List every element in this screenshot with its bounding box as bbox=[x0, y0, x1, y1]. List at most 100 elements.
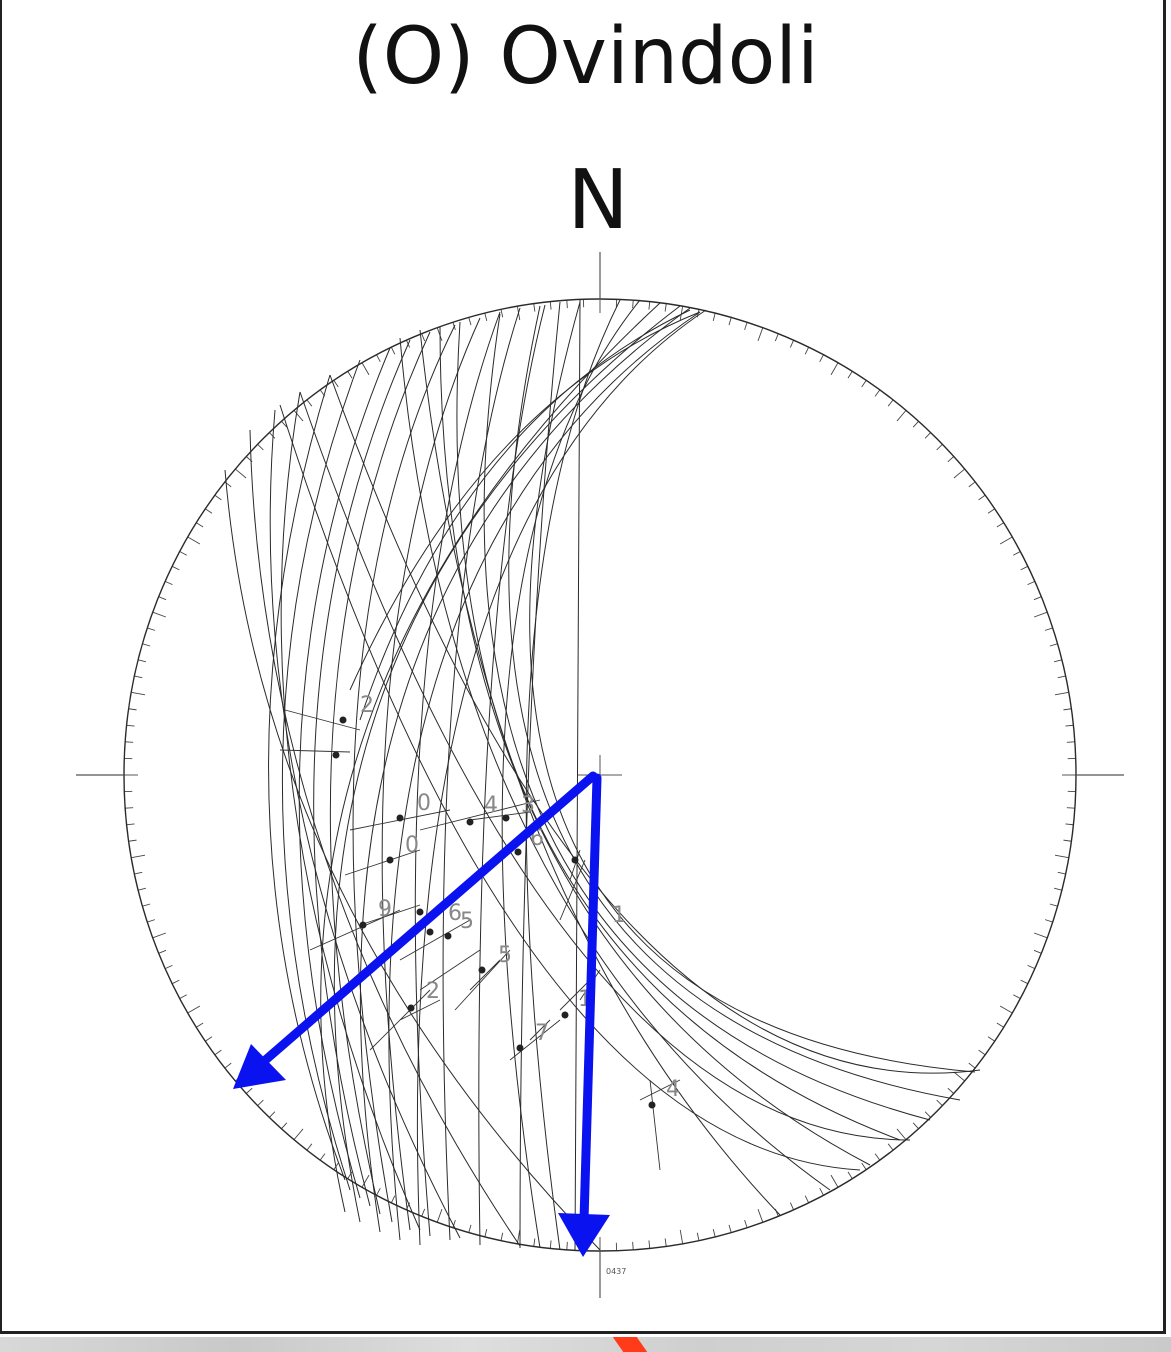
degree-tick bbox=[125, 807, 134, 809]
degree-tick bbox=[436, 1208, 443, 1223]
pole-point bbox=[502, 814, 510, 822]
degree-tick bbox=[1013, 551, 1021, 556]
degree-tick bbox=[996, 522, 1004, 528]
degree-tick bbox=[896, 410, 907, 422]
degree-tick bbox=[134, 871, 143, 875]
striation bbox=[309, 904, 421, 951]
degree-tick bbox=[757, 327, 764, 342]
degree-tick bbox=[728, 317, 732, 326]
pole-label: 0 bbox=[405, 833, 419, 858]
pole-point bbox=[396, 814, 404, 822]
degree-tick bbox=[996, 1022, 1004, 1028]
degree-tick bbox=[171, 979, 180, 985]
pole-point bbox=[359, 921, 367, 929]
degree-tick bbox=[632, 300, 634, 309]
great-circle bbox=[529, 301, 976, 1073]
degree-tick bbox=[390, 1195, 396, 1204]
striation bbox=[279, 709, 361, 753]
pole-point bbox=[426, 928, 434, 936]
great-circle bbox=[519, 301, 561, 1249]
striation bbox=[509, 1019, 561, 1061]
degree-tick bbox=[999, 1005, 1013, 1014]
degree-tick bbox=[953, 1071, 965, 1082]
degree-tick bbox=[205, 1036, 213, 1042]
pole-point bbox=[407, 1004, 415, 1012]
degree-tick bbox=[152, 932, 167, 939]
great-circle bbox=[279, 404, 861, 1171]
pole-point bbox=[648, 1101, 656, 1109]
degree-tick bbox=[953, 468, 965, 479]
pole-label: 7 bbox=[535, 1021, 549, 1046]
degree-tick bbox=[484, 313, 488, 322]
great-circle bbox=[320, 302, 661, 1213]
degree-tick bbox=[789, 339, 795, 348]
degree-tick bbox=[224, 1062, 232, 1069]
great-circle bbox=[249, 429, 521, 1247]
great-circle bbox=[483, 313, 931, 1121]
degree-tick bbox=[147, 919, 156, 923]
degree-tick bbox=[887, 399, 894, 407]
degree-tick bbox=[861, 380, 867, 388]
pole-point bbox=[478, 966, 486, 974]
degree-tick bbox=[245, 1087, 253, 1094]
degree-tick bbox=[804, 346, 810, 355]
degree-tick bbox=[1033, 949, 1042, 954]
pole-point bbox=[571, 856, 579, 864]
degree-tick bbox=[648, 1240, 651, 1249]
degree-tick bbox=[158, 596, 167, 601]
pole-point bbox=[514, 848, 522, 856]
pole-label: 4 bbox=[666, 1077, 680, 1102]
degree-tick bbox=[896, 1128, 907, 1140]
degree-tick bbox=[421, 1208, 426, 1217]
degree-tick bbox=[679, 306, 684, 321]
degree-tick bbox=[712, 1228, 716, 1237]
degree-tick bbox=[1027, 964, 1036, 970]
degree-tick bbox=[131, 854, 146, 859]
pole-point bbox=[466, 818, 474, 826]
degree-tick bbox=[131, 691, 146, 696]
striation bbox=[559, 849, 586, 921]
great-circle bbox=[439, 325, 871, 1166]
degree-tick bbox=[1066, 807, 1075, 809]
degree-tick bbox=[138, 659, 147, 663]
striation bbox=[399, 919, 481, 991]
degree-tick bbox=[376, 354, 381, 362]
degree-tick bbox=[1063, 839, 1072, 842]
degree-tick bbox=[1054, 691, 1069, 696]
degree-tick bbox=[1066, 741, 1075, 743]
striation bbox=[454, 949, 511, 1011]
degree-tick bbox=[664, 1238, 667, 1247]
degree-tick bbox=[1057, 871, 1066, 875]
degree-tick bbox=[987, 1036, 995, 1042]
great-circle bbox=[381, 317, 481, 1231]
degree-tick bbox=[830, 362, 839, 376]
tick-ring bbox=[124, 299, 1076, 1251]
pole-point bbox=[386, 856, 394, 864]
degree-tick bbox=[999, 536, 1013, 545]
degree-tick bbox=[134, 675, 143, 679]
degree-tick bbox=[187, 1005, 201, 1014]
degree-tick bbox=[306, 1143, 313, 1151]
degree-tick bbox=[421, 333, 426, 342]
degree-tick bbox=[1057, 675, 1066, 679]
great-circle bbox=[268, 374, 346, 1181]
pole-label: 2 bbox=[360, 693, 374, 718]
degree-tick bbox=[533, 303, 536, 312]
great-circle bbox=[442, 307, 521, 1241]
degree-tick bbox=[632, 1241, 634, 1250]
pole-label: 9 bbox=[378, 897, 392, 922]
degree-tick bbox=[293, 410, 304, 422]
degree-tick bbox=[712, 313, 716, 322]
degree-tick bbox=[648, 301, 651, 310]
degree-tick bbox=[1020, 565, 1029, 571]
degree-tick bbox=[757, 1208, 764, 1223]
degree-tick bbox=[257, 1099, 264, 1106]
degree-tick bbox=[347, 371, 353, 379]
degree-tick bbox=[924, 432, 931, 439]
degree-tick bbox=[696, 1232, 700, 1241]
degree-tick bbox=[500, 309, 504, 318]
degree-tick bbox=[147, 627, 156, 631]
degree-tick bbox=[468, 317, 472, 326]
degree-tick bbox=[125, 741, 134, 743]
